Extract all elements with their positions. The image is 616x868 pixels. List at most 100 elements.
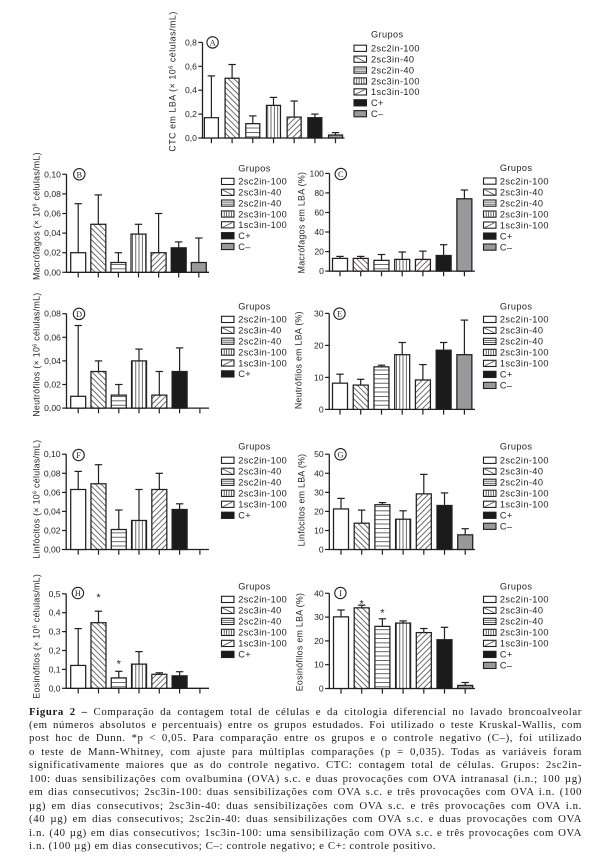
svg-text:2sc2in-40: 2sc2in-40 [371, 65, 414, 75]
svg-text:2sc2in-100: 2sc2in-100 [500, 456, 549, 466]
svg-text:2sc2in-40: 2sc2in-40 [238, 337, 281, 347]
svg-text:0,1: 0,1 [49, 664, 61, 674]
svg-text:0,4: 0,4 [49, 608, 61, 618]
svg-text:*: * [360, 598, 365, 610]
svg-text:0,2: 0,2 [185, 109, 197, 119]
svg-text:2sc2in-40: 2sc2in-40 [238, 478, 281, 488]
svg-text:0,04: 0,04 [44, 228, 61, 238]
svg-text:G: G [337, 450, 343, 459]
svg-text:C+: C+ [238, 511, 251, 521]
svg-text:Grupos: Grupos [238, 163, 271, 173]
svg-text:0,06: 0,06 [44, 487, 61, 497]
svg-text:0,0: 0,0 [185, 133, 197, 143]
svg-text:C–: C– [371, 109, 384, 119]
svg-text:0,02: 0,02 [44, 380, 61, 390]
svg-text:0,3: 0,3 [49, 627, 61, 637]
svg-text:2sc3in-40: 2sc3in-40 [500, 606, 543, 616]
svg-text:2sc3in-100: 2sc3in-100 [500, 348, 549, 358]
svg-text:C+: C+ [500, 511, 513, 521]
svg-text:2sc2in-100: 2sc2in-100 [238, 456, 287, 466]
svg-text:Eosinófilos (× 106 células/mL): Eosinófilos (× 106 células/mL) [32, 574, 42, 699]
svg-text:2sc3in-100: 2sc3in-100 [238, 209, 287, 219]
svg-text:0,00: 0,00 [44, 403, 61, 413]
svg-text:1sc3in-100: 1sc3in-100 [238, 639, 287, 649]
svg-text:20: 20 [314, 247, 324, 257]
svg-text:C–: C– [500, 242, 513, 252]
svg-text:100: 100 [310, 168, 325, 178]
svg-text:1sc3in-100: 1sc3in-100 [238, 220, 287, 230]
svg-text:1sc3in-100: 1sc3in-100 [500, 359, 549, 369]
svg-text:20: 20 [314, 636, 324, 646]
svg-text:0: 0 [319, 684, 324, 694]
svg-text:C–: C– [500, 381, 513, 391]
svg-text:20: 20 [314, 506, 324, 516]
svg-text:Linfócitos em LBA (%): Linfócitos em LBA (%) [296, 454, 306, 547]
svg-text:0,8: 0,8 [185, 37, 197, 47]
svg-text:C+: C+ [238, 650, 251, 660]
svg-text:50: 50 [314, 449, 324, 459]
svg-text:1sc3in-100: 1sc3in-100 [238, 358, 287, 368]
svg-text:0,08: 0,08 [44, 189, 61, 199]
svg-text:Linfócitos (× 106 células/mL): Linfócitos (× 106 células/mL) [32, 440, 42, 559]
svg-text:10: 10 [314, 660, 324, 670]
svg-text:C+: C+ [500, 370, 513, 380]
svg-text:D: D [76, 310, 82, 319]
svg-text:2sc3in-40: 2sc3in-40 [500, 326, 543, 336]
svg-text:Grupos: Grupos [238, 442, 271, 452]
svg-text:10: 10 [314, 372, 324, 382]
svg-text:Grupos: Grupos [500, 582, 533, 592]
svg-text:0,6: 0,6 [185, 61, 197, 71]
svg-text:0,02: 0,02 [44, 248, 61, 258]
svg-text:1sc3in-100: 1sc3in-100 [238, 500, 287, 510]
svg-text:2sc2in-100: 2sc2in-100 [371, 44, 420, 54]
svg-text:Eosinófilos em LBA (%): Eosinófilos em LBA (%) [295, 593, 305, 692]
svg-text:40: 40 [314, 468, 324, 478]
svg-text:H: H [75, 589, 81, 598]
svg-text:A: A [210, 38, 216, 47]
svg-text:60: 60 [314, 208, 324, 218]
svg-text:I: I [339, 589, 342, 598]
svg-text:0,04: 0,04 [44, 506, 61, 516]
svg-text:0,02: 0,02 [44, 526, 61, 536]
svg-text:0,4: 0,4 [185, 85, 197, 95]
svg-text:0,08: 0,08 [44, 309, 61, 319]
svg-text:C–: C– [238, 242, 251, 252]
svg-text:1sc3in-100: 1sc3in-100 [371, 87, 420, 97]
svg-text:Macrófagos em LBA (%): Macrófagos em LBA (%) [296, 172, 306, 274]
svg-text:80: 80 [314, 188, 324, 198]
svg-text:2sc3in-40: 2sc3in-40 [500, 467, 543, 477]
svg-text:0,00: 0,00 [44, 545, 61, 555]
svg-text:2sc3in-100: 2sc3in-100 [500, 628, 549, 638]
svg-text:20: 20 [314, 340, 324, 350]
svg-text:C+: C+ [500, 650, 513, 660]
svg-text:2sc3in-100: 2sc3in-100 [238, 628, 287, 638]
svg-text:2sc3in-100: 2sc3in-100 [500, 209, 549, 219]
svg-text:2sc2in-100: 2sc2in-100 [500, 315, 549, 325]
svg-text:C+: C+ [500, 231, 513, 241]
svg-text:E: E [337, 310, 342, 319]
svg-text:2sc2in-100: 2sc2in-100 [500, 176, 549, 186]
svg-text:Grupos: Grupos [500, 442, 533, 452]
svg-text:Neutrófilos em LBA (%): Neutrófilos em LBA (%) [294, 311, 304, 409]
svg-text:C+: C+ [238, 231, 251, 241]
svg-text:Macrófagos (× 106 células/mL): Macrófagos (× 106 células/mL) [32, 152, 42, 280]
svg-text:C+: C+ [371, 98, 384, 108]
svg-text:CTC em LBA (× 106 células/mL): CTC em LBA (× 106 células/mL) [168, 11, 178, 152]
svg-text:C+: C+ [238, 369, 251, 379]
svg-text:2sc3in-100: 2sc3in-100 [238, 489, 287, 499]
svg-text:B: B [77, 170, 83, 179]
svg-text:Grupos: Grupos [238, 582, 271, 592]
svg-text:2sc2in-40: 2sc2in-40 [500, 337, 543, 347]
svg-text:Grupos: Grupos [500, 302, 533, 312]
svg-text:40: 40 [314, 588, 324, 598]
svg-text:Grupos: Grupos [371, 30, 404, 40]
svg-text:C–: C– [500, 661, 513, 671]
svg-text:2sc2in-100: 2sc2in-100 [238, 595, 287, 605]
svg-text:0,2: 0,2 [49, 646, 61, 656]
svg-text:30: 30 [314, 308, 324, 318]
svg-text:*: * [380, 607, 385, 619]
svg-text:C–: C– [500, 522, 513, 532]
svg-text:1sc3in-100: 1sc3in-100 [500, 500, 549, 510]
svg-text:0: 0 [319, 545, 324, 555]
svg-text:1sc3in-100: 1sc3in-100 [500, 639, 549, 649]
